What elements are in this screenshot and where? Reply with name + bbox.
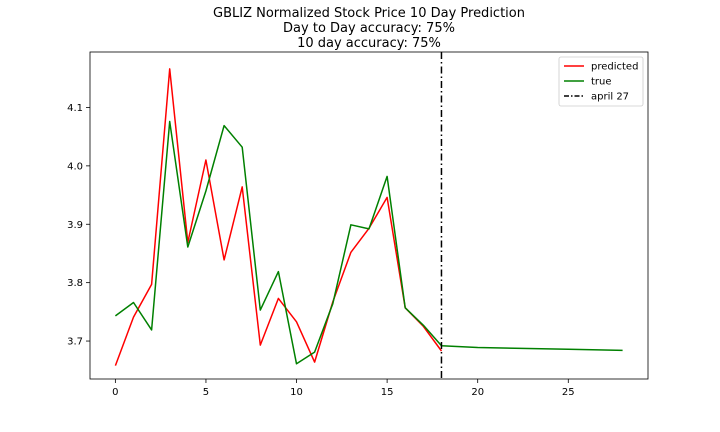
chart-title-line-3: 10 day accuracy: 75% xyxy=(297,36,441,51)
axes-frame xyxy=(89,51,649,380)
plot-area: 0 5 10 15 20 25 3.7 3.8 3.9 4.0 4.1 predicted true ap… xyxy=(67,51,649,398)
x-tick-label: 20 xyxy=(471,387,484,398)
x-tick-label: 10 xyxy=(290,387,303,398)
y-tick-label: 3.7 xyxy=(67,337,83,348)
x-tick-label: 25 xyxy=(562,387,575,398)
chart-title-line-2: Day to Day accuracy: 75% xyxy=(283,21,455,36)
chart-title-line-1: GBLIZ Normalized Stock Price 10 Day Pred… xyxy=(213,6,525,21)
y-tick-label: 3.9 xyxy=(67,220,83,231)
y-tick-label: 3.8 xyxy=(67,278,83,289)
series-line-true xyxy=(114,120,623,365)
series-line-predicted xyxy=(114,68,443,366)
legend-label: april 27 xyxy=(591,92,629,103)
x-tick-label: 15 xyxy=(381,387,394,398)
y-tick-label: 4.1 xyxy=(67,103,83,114)
legend-label: predicted xyxy=(591,62,638,73)
legend-box xyxy=(558,56,644,107)
x-tick-label: 5 xyxy=(203,387,209,398)
x-tick-label: 0 xyxy=(112,387,118,398)
y-tick-label: 4.0 xyxy=(67,161,83,172)
legend-label: true xyxy=(591,77,612,88)
